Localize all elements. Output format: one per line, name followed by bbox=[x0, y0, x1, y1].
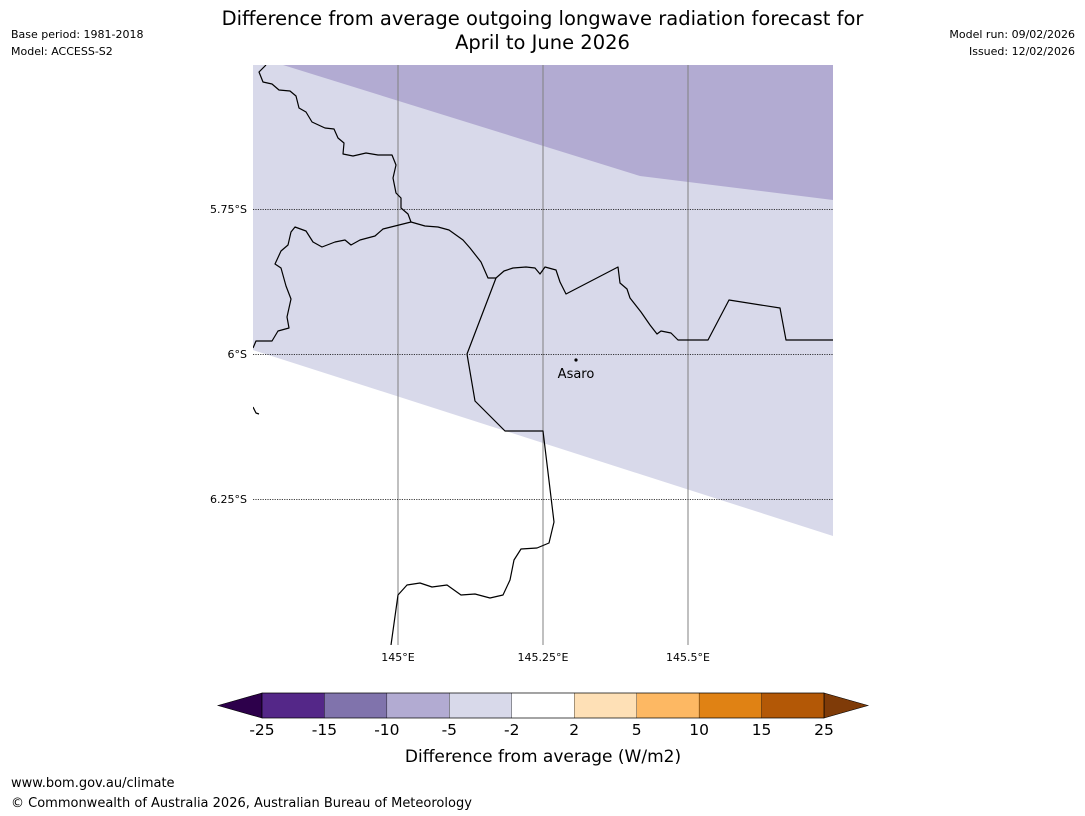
footer-url[interactable]: www.bom.gov.au/climate bbox=[11, 776, 175, 791]
colorbar-tick-label: 2 bbox=[569, 721, 579, 739]
colorbar-outline bbox=[261, 692, 825, 719]
colorbar-swatch-7 bbox=[698, 692, 762, 719]
colorbar-tick-label: 5 bbox=[632, 721, 642, 739]
issued-date: Issued: 12/02/2026 bbox=[968, 45, 1075, 58]
colorbar-swatch-5 bbox=[574, 692, 637, 719]
colorbar-tick-label: 25 bbox=[814, 721, 834, 739]
colorbar-swatch-0 bbox=[261, 692, 325, 719]
border-fragment bbox=[253, 406, 260, 415]
model-name: Model: ACCESS-S2 bbox=[11, 45, 113, 58]
colorbar-tick-label: -25 bbox=[249, 721, 274, 739]
colorbar-swatch-1 bbox=[324, 692, 388, 719]
colorbar-tick-label: 10 bbox=[689, 721, 709, 739]
colorbar-tick-label: -15 bbox=[312, 721, 337, 739]
map-title: Difference from average outgoing longwav… bbox=[0, 7, 1085, 55]
lat-label-5-75: 5.75°S bbox=[210, 203, 247, 216]
base-period: Base period: 1981-2018 bbox=[11, 28, 144, 41]
colorbar-tick-label: -10 bbox=[374, 721, 399, 739]
colorbar-tick-label: 15 bbox=[752, 721, 772, 739]
meta-right: Model run: 09/02/2026 Issued: 12/02/2026 bbox=[949, 26, 1075, 60]
border-northwest bbox=[258, 65, 412, 223]
colorbar-swatch-8 bbox=[761, 692, 825, 719]
model-run: Model run: 09/02/2026 bbox=[949, 28, 1075, 41]
field-band-minus10-minus5 bbox=[283, 65, 833, 200]
border-south bbox=[390, 277, 555, 645]
colorbar-tick-label: -2 bbox=[504, 721, 519, 739]
footer: www.bom.gov.au/climate © Commonwealth of… bbox=[11, 774, 472, 814]
asaro-label: Asaro bbox=[558, 367, 595, 382]
colorbar-label: Difference from average (W/m2) bbox=[405, 747, 681, 767]
lon-label-145-5: 145.5°E bbox=[666, 651, 710, 664]
colorbar-extend-high bbox=[823, 692, 870, 719]
title-line-1: Difference from average outgoing longwav… bbox=[221, 7, 864, 30]
map-frame: Asaro bbox=[253, 65, 833, 645]
title-line-2: April to June 2026 bbox=[455, 31, 630, 54]
colorbar-extend-low bbox=[216, 692, 263, 719]
colorbar-swatch-4 bbox=[511, 692, 575, 719]
lat-label-6-25: 6.25°S bbox=[210, 493, 247, 506]
meta-left: Base period: 1981-2018 Model: ACCESS-S2 bbox=[11, 26, 143, 60]
colorbar-tick-label: -5 bbox=[442, 721, 457, 739]
footer-copyright: © Commonwealth of Australia 2026, Austra… bbox=[11, 796, 472, 811]
lon-label-145-25: 145.25°E bbox=[518, 651, 569, 664]
colorbar: -25 -15 -10 -5 -2 2 5 10 15 25 Difference from av… bbox=[216, 692, 870, 767]
asaro-marker bbox=[574, 358, 578, 362]
colorbar-swatch-2 bbox=[386, 692, 450, 719]
colorbar-swatch-6 bbox=[636, 692, 700, 719]
border-central-north bbox=[253, 221, 833, 349]
colorbar-swatch-3 bbox=[449, 692, 512, 719]
lat-label-6: 6°S bbox=[228, 348, 247, 361]
lon-label-145: 145°E bbox=[381, 651, 414, 664]
